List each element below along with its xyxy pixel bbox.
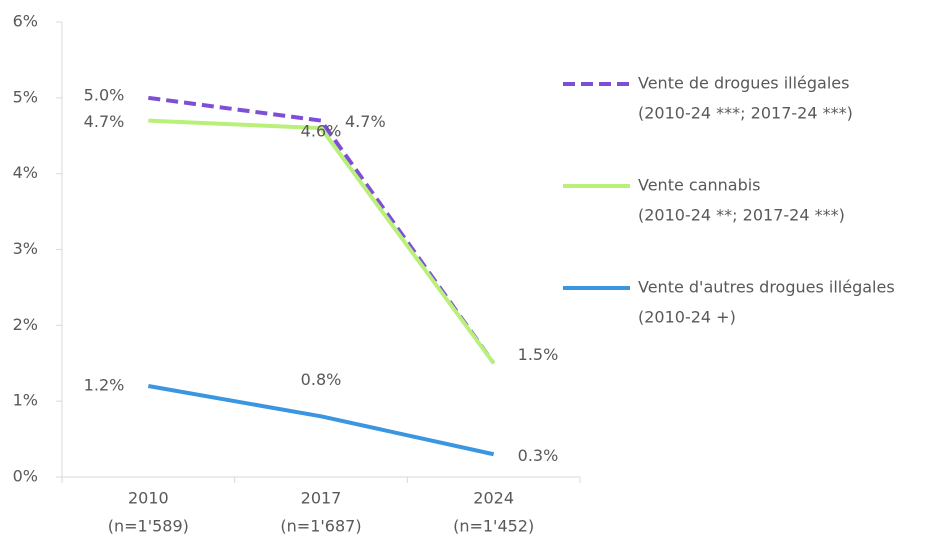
legend-note: (2010-24 ***; 2017-24 ***) [638,104,853,123]
data-label: 0.3% [518,446,559,465]
x-tick-label: 2024 [473,489,514,508]
y-tick-label: 0% [13,467,38,486]
y-tick-label: 3% [13,239,38,258]
series-line [148,118,496,365]
x-tick-sublabel: (n=1'687) [280,517,361,536]
y-tick-label: 2% [13,315,38,334]
y-tick-label: 6% [13,12,38,31]
data-label: 4.7% [345,112,386,131]
legend-label: Vente d'autres drogues illégales [638,278,895,297]
data-label: 4.6% [301,122,342,141]
series-line [147,384,495,457]
data-label: 1.5% [518,345,559,364]
legend-label: Vente cannabis [638,176,761,195]
series-line [148,95,496,365]
data-label: 5.0% [84,85,125,104]
legend-note: (2010-24 **; 2017-24 ***) [638,206,845,225]
y-tick-label: 4% [13,163,38,182]
data-label: 1.2% [84,376,125,395]
data-label: 4.7% [84,112,125,131]
x-tick-sublabel: (n=1'589) [108,517,189,536]
data-label: 0.8% [301,370,342,389]
y-tick-label: 5% [13,87,38,106]
x-tick-sublabel: (n=1'452) [453,517,534,536]
legend-label: Vente de drogues illégales [638,74,849,93]
x-tick-label: 2010 [128,489,169,508]
legend-note: (2010-24 +) [638,308,736,327]
x-tick-label: 2017 [301,489,342,508]
y-tick-label: 1% [13,391,38,410]
